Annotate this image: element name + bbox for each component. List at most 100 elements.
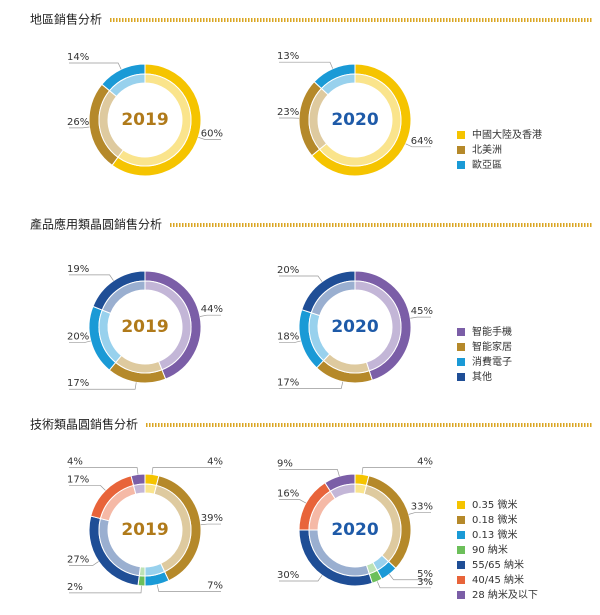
value-label: 27%: [67, 554, 89, 565]
donut-segment: [101, 63, 146, 98]
value-label: 20%: [277, 265, 299, 276]
leader-line: [69, 485, 106, 491]
leader-line: [405, 143, 431, 148]
segment-inner: [101, 280, 146, 315]
leader-line: [200, 523, 221, 526]
legend-label: 40/45 納米: [472, 573, 524, 586]
legend-swatch: [457, 146, 465, 154]
legend-swatch: [457, 328, 465, 336]
leader-line: [199, 314, 221, 317]
leader-line: [69, 382, 137, 390]
legend-label: 其他: [472, 370, 492, 383]
center-year: 2020: [331, 520, 378, 540]
legend-label: 0.18 微米: [472, 513, 517, 526]
donut-segment: [324, 473, 356, 500]
section-title: 技術類晶圓銷售分析: [30, 417, 138, 432]
legend-label: 北美洲: [472, 143, 502, 156]
leader-line: [69, 585, 142, 594]
leader-line: [279, 499, 307, 504]
donut-segment: [88, 83, 124, 167]
leader-line: [410, 316, 431, 319]
donut-segment: [298, 529, 373, 587]
center-year: 2020: [331, 317, 378, 337]
center-year: 2019: [121, 317, 168, 337]
value-label: 17%: [67, 474, 89, 485]
leader-line: [198, 136, 221, 140]
section-title: 地區銷售分析: [30, 12, 102, 27]
center-year: 2019: [121, 110, 168, 130]
leader-line: [151, 467, 221, 475]
leader-line: [279, 61, 334, 69]
donut-segment: [313, 63, 356, 96]
legend-label: 智能手機: [472, 325, 512, 338]
leader-line: [389, 574, 431, 581]
value-label: 60%: [201, 128, 223, 139]
donut-segment: [137, 566, 146, 587]
legend-swatch: [457, 531, 465, 539]
legend-label: 28 納米及以下: [472, 588, 538, 601]
legend-swatch: [457, 561, 465, 569]
center-year: 2019: [121, 520, 168, 540]
donut-segment: [108, 354, 167, 384]
donut-segment: [130, 473, 146, 495]
value-label: 13%: [277, 51, 299, 62]
value-label: 64%: [411, 136, 433, 147]
value-label: 17%: [67, 378, 89, 389]
leader-line: [156, 584, 221, 592]
legend-label: 中國大陸及香港: [472, 128, 542, 141]
leader-line: [69, 62, 122, 70]
donut-segment: [301, 270, 356, 317]
segment-inner: [320, 73, 356, 96]
legend-swatch: [457, 358, 465, 366]
leader-line: [69, 561, 99, 566]
leader-line: [279, 575, 323, 582]
legend-label: 90 納米: [472, 543, 508, 556]
donut-segment: [88, 305, 123, 371]
legend-swatch: [457, 131, 465, 139]
value-label: 20%: [67, 332, 89, 343]
value-label: 44%: [201, 304, 223, 315]
legend-swatch: [457, 501, 465, 509]
donut-segment: [92, 270, 146, 315]
leader-line: [69, 126, 90, 129]
value-label: 19%: [67, 264, 89, 275]
segment-inner: [132, 483, 146, 495]
leader-line: [69, 340, 91, 344]
value-label: 45%: [411, 306, 433, 317]
legend-label: 歐亞區: [472, 158, 502, 171]
value-label: 16%: [277, 489, 299, 500]
value-label: 3%: [417, 577, 433, 588]
legend-swatch: [457, 516, 465, 524]
leader-line: [361, 467, 431, 475]
value-label: 4%: [207, 456, 223, 467]
leader-line: [279, 469, 340, 477]
value-label: 23%: [277, 107, 299, 118]
value-label: 7%: [207, 580, 223, 591]
legend-label: 55/65 納米: [472, 558, 524, 571]
legend-label: 消費電子: [472, 355, 512, 368]
value-label: 4%: [67, 456, 83, 467]
legend-swatch: [457, 373, 465, 381]
value-label: 17%: [277, 377, 299, 388]
value-label: 33%: [411, 501, 433, 512]
legend-swatch: [457, 591, 465, 599]
value-label: 14%: [67, 52, 89, 63]
legend-swatch: [457, 161, 465, 169]
value-label: 26%: [67, 117, 89, 128]
value-label: 30%: [277, 570, 299, 581]
segment-inner: [108, 73, 146, 98]
value-label: 18%: [277, 332, 299, 343]
value-label: 9%: [277, 459, 293, 470]
leader-line: [69, 274, 114, 281]
leader-line: [408, 512, 431, 515]
donut-segment: [354, 473, 370, 495]
segment-inner: [329, 483, 356, 500]
value-label: 39%: [201, 513, 223, 524]
value-label: 2%: [67, 582, 83, 593]
donut-segment: [298, 80, 329, 157]
leader-line: [376, 581, 431, 589]
leader-line: [279, 340, 301, 344]
legend-label: 智能家居: [472, 340, 512, 353]
